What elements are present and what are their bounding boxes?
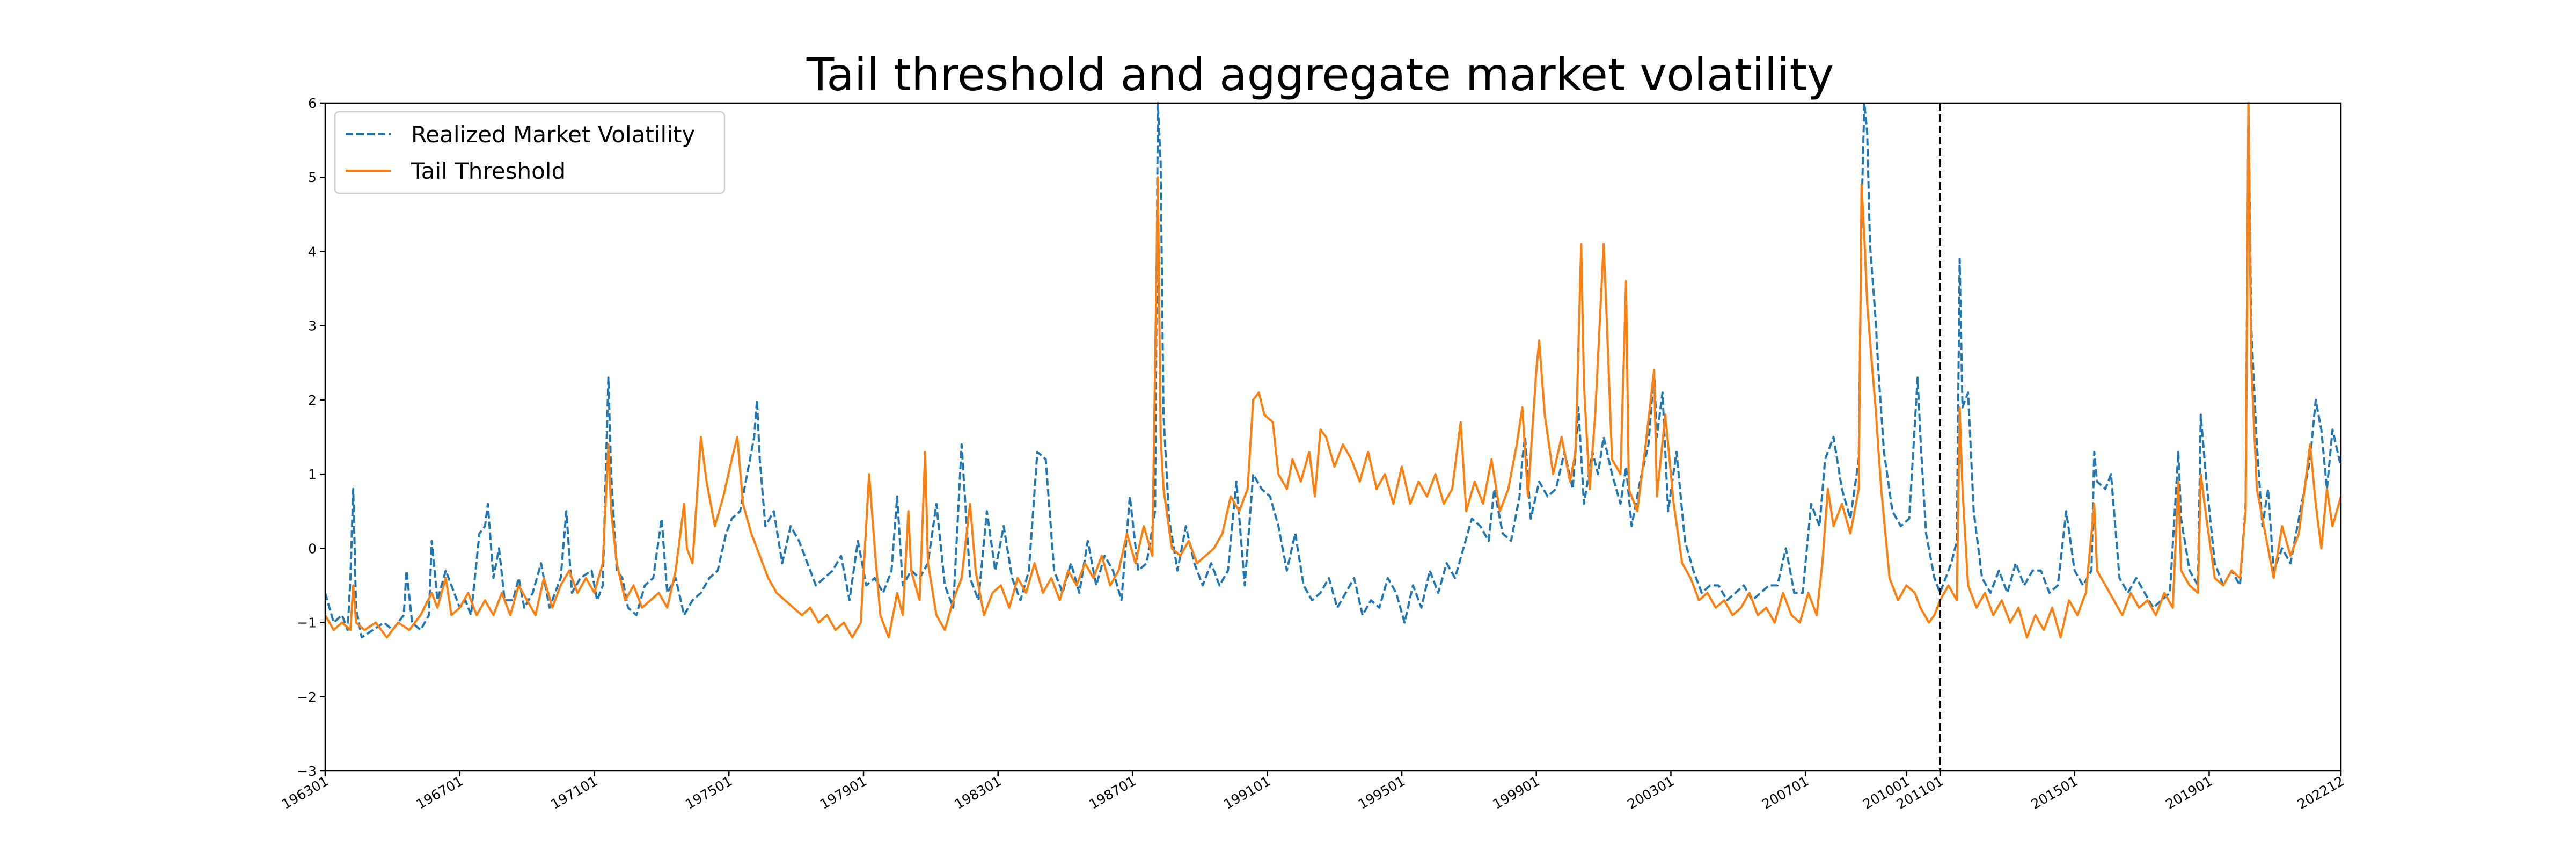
- chart-title: Tail threshold and aggregate market vola…: [806, 48, 1834, 101]
- legend-label-realized-market-volatility: Realized Market Volatility: [411, 121, 695, 148]
- legend-box: [334, 111, 726, 194]
- legend: Realized Market Volatility Tail Threshol…: [334, 111, 726, 194]
- series-line-tail-threshold: [325, 102, 2341, 639]
- plot-frame: [324, 102, 2342, 772]
- y-tick-label: −3: [297, 763, 317, 779]
- y-tick-label: 3: [308, 318, 317, 334]
- y-tick-label: −2: [297, 689, 317, 705]
- y-tick-label: 2: [308, 392, 317, 408]
- y-tick-label: 6: [308, 96, 317, 111]
- legend-label-tail-threshold: Tail Threshold: [411, 158, 566, 184]
- y-tick-label: 5: [308, 170, 317, 185]
- y-tick-label: 0: [308, 541, 317, 556]
- y-tick-label: 4: [308, 244, 317, 259]
- series-layer: [325, 102, 2341, 639]
- y-tick-label: −1: [297, 615, 317, 631]
- y-tick-label: 1: [308, 467, 317, 482]
- series-line-realized-market-volatility: [325, 102, 2341, 639]
